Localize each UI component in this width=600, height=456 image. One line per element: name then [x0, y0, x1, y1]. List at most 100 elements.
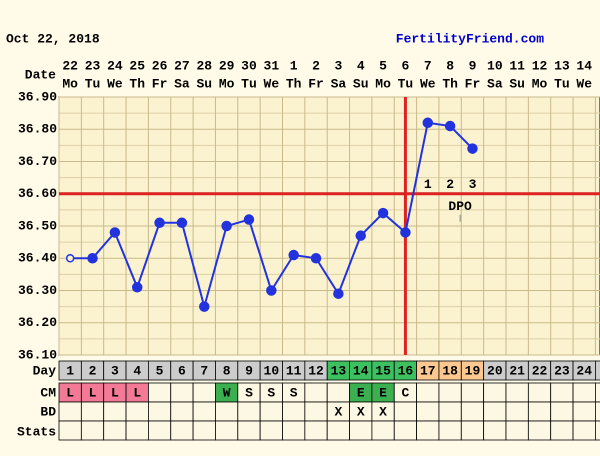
- y-tick-label: 36.10: [18, 347, 57, 362]
- table-cell: [237, 401, 261, 422]
- temperature-point: [400, 227, 411, 238]
- bd-entry: X: [334, 404, 342, 419]
- date-label: 25: [129, 58, 145, 73]
- weekday-label: Tu: [85, 76, 101, 91]
- table-cell: [103, 420, 127, 441]
- table-cell: [483, 382, 507, 403]
- cm-entry: E: [357, 385, 365, 400]
- temperature-point: [422, 117, 434, 129]
- temperature-point: [176, 217, 188, 229]
- table-cell: [304, 420, 328, 441]
- cm-entry: L: [133, 385, 141, 400]
- weekday-label: Th: [286, 76, 302, 91]
- date-label: 26: [152, 58, 168, 73]
- day-number: 12: [308, 363, 324, 378]
- weekday-label: We: [576, 76, 592, 91]
- table-cell: [483, 420, 507, 441]
- temperature-point: [243, 214, 255, 225]
- weekday-label: Su: [353, 76, 369, 91]
- day-number: 7: [200, 363, 208, 378]
- row-label: BD: [40, 404, 56, 419]
- weekday-label: Fr: [152, 76, 168, 91]
- cm-entry: C: [402, 385, 410, 400]
- temperature-point: [199, 301, 210, 312]
- table-cell: [125, 420, 149, 441]
- weekday-label: Su: [196, 76, 212, 91]
- temperature-point: [266, 285, 277, 296]
- weekday-label: Tu: [554, 76, 570, 91]
- temperature-point: [467, 143, 478, 154]
- table-cell: [416, 401, 440, 422]
- table-cell: [58, 401, 82, 422]
- day-number: 5: [156, 363, 164, 378]
- date-label: 27: [174, 58, 190, 73]
- table-cell: [215, 420, 239, 441]
- temperature-point: [221, 220, 232, 232]
- table-cell: [438, 382, 462, 403]
- table-cell: [460, 401, 485, 422]
- day-number: 21: [509, 363, 525, 378]
- date-label: 8: [446, 58, 454, 73]
- date-label: 22: [62, 58, 78, 73]
- table-cell: [505, 382, 529, 403]
- weekday-label: Sa: [331, 76, 347, 91]
- temperature-point: [444, 120, 456, 132]
- weekday-label: We: [264, 76, 280, 91]
- cm-entry: E: [379, 385, 387, 400]
- date-label: 10: [487, 58, 503, 73]
- table-cell: [527, 382, 552, 403]
- temperature-point: [154, 217, 165, 229]
- table-cell: [326, 420, 350, 441]
- date-label: 1: [290, 58, 298, 73]
- day-number: 13: [331, 363, 347, 378]
- table-cell: [550, 420, 574, 441]
- bd-entry: X: [379, 404, 387, 419]
- y-tick-label: 36.20: [18, 315, 57, 330]
- weekday-label: Fr: [465, 76, 481, 91]
- weekday-label: Th: [442, 76, 458, 91]
- table-cell: [237, 420, 261, 441]
- row-label: Day: [33, 363, 57, 378]
- weekday-label: We: [420, 76, 436, 91]
- dpo-number: 2: [446, 177, 454, 192]
- cm-entry: W: [223, 385, 231, 400]
- day-number: 11: [286, 363, 302, 378]
- table-cell: [572, 382, 596, 403]
- day-number: 1: [66, 363, 74, 378]
- table-cell: [505, 401, 529, 422]
- table-cell: [304, 401, 328, 422]
- table-cell: [215, 401, 239, 422]
- date-label: 12: [532, 58, 548, 73]
- day-number: 23: [554, 363, 570, 378]
- temperature-point: [310, 253, 322, 264]
- table-cell: [572, 420, 596, 441]
- table-cell: [147, 382, 172, 403]
- table-cell: [371, 420, 395, 441]
- table-cell: [416, 420, 440, 441]
- cm-entry: L: [66, 385, 74, 400]
- table-cell: [192, 401, 216, 422]
- table-cell: [483, 401, 507, 422]
- y-tick-label: 36.80: [18, 122, 57, 137]
- date-label: 23: [85, 58, 101, 73]
- table-cell: [282, 420, 306, 441]
- table-cell: [147, 420, 172, 441]
- weekday-label: Fr: [308, 76, 324, 91]
- table-cell: [393, 401, 418, 422]
- date-label: 5: [379, 58, 387, 73]
- y-tick-label: 36.40: [18, 251, 57, 266]
- table-cell: [58, 420, 82, 441]
- cm-entry: S: [290, 385, 298, 400]
- day-number: 6: [178, 363, 186, 378]
- day-number: 24: [576, 363, 592, 378]
- table-cell: [304, 382, 328, 403]
- cm-entry: S: [245, 385, 253, 400]
- day-number: 17: [420, 363, 436, 378]
- day-number: 20: [487, 363, 503, 378]
- cm-entry: L: [89, 385, 97, 400]
- y-tick-label: 36.50: [18, 218, 57, 233]
- table-cell: [460, 420, 485, 441]
- site-name: FertilityFriend.com: [396, 31, 544, 46]
- date-label: 11: [509, 58, 525, 73]
- table-cell: [550, 401, 574, 422]
